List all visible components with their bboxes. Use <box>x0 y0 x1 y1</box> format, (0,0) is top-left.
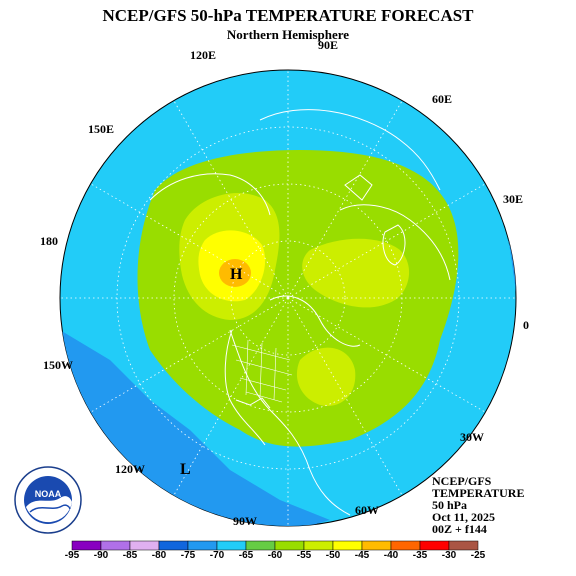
colorbar-swatch <box>71 540 102 551</box>
state-borders <box>231 339 293 403</box>
hot-core <box>219 259 251 287</box>
colorbar-tick-label: -35 <box>412 550 428 561</box>
noaa-logo: NOAA <box>14 466 82 534</box>
colorbar-tick-label: -25 <box>470 550 486 561</box>
lon-label-0: 0 <box>523 318 529 332</box>
colorbar-tick-label: -95 <box>64 550 80 561</box>
colorbar-tick-label: -45 <box>354 550 370 561</box>
lon-label-180: 180 <box>40 234 58 248</box>
noaa-logo-text: NOAA <box>35 489 62 499</box>
lon-label-120w: 120W <box>115 462 145 476</box>
colorbar-tick-label: -75 <box>180 550 196 561</box>
colorbar-swatch <box>100 540 131 551</box>
colorbar-swatch <box>419 540 450 551</box>
colorbar-swatch <box>390 540 421 551</box>
lon-label-60e: 60E <box>432 92 453 106</box>
graticule <box>60 70 516 526</box>
info-line-date: Oct 11, 2025 <box>432 510 495 524</box>
colorbar-tick-label: -90 <box>93 550 109 561</box>
colorbar-tick-label: -85 <box>122 550 138 561</box>
colorbar-swatch <box>448 540 479 551</box>
colorbar-tick-label: -50 <box>325 550 341 561</box>
colorbar-tick-label: -55 <box>296 550 312 561</box>
high-pressure-marker: H <box>230 266 243 283</box>
page-subtitle: Northern Hemisphere <box>226 27 350 42</box>
info-line-variable: TEMPERATURE <box>432 486 525 500</box>
temperature-field <box>60 70 516 526</box>
lon-label-150e: 150E <box>88 122 115 136</box>
forecast-info: NCEP/GFS TEMPERATURE 50 hPa Oct 11, 2025… <box>432 475 524 535</box>
colorbar-swatch <box>332 540 363 551</box>
info-line-cycle: 00Z + f144 <box>432 522 487 536</box>
lon-label-90e: 90E <box>318 38 339 52</box>
lon-label-30w: 30W <box>460 430 484 444</box>
page-title: NCEP/GFS 50-hPa TEMPERATURE FORECAST <box>102 6 474 25</box>
colorbar <box>71 540 479 551</box>
coastlines <box>149 109 451 516</box>
colorbar-swatch <box>158 540 189 551</box>
colorbar-swatch <box>361 540 392 551</box>
warm-band-atlantic <box>296 347 356 406</box>
colorbar-tick-label: -60 <box>267 550 283 561</box>
colorbar-swatch <box>303 540 334 551</box>
colorbar-swatch <box>274 540 305 551</box>
warm-band-north <box>302 238 410 308</box>
lon-label-30e: 30E <box>503 192 524 206</box>
info-line-model: NCEP/GFS <box>432 474 492 488</box>
lon-label-120e: 120E <box>190 48 217 62</box>
colorbar-tick-label: -80 <box>151 550 167 561</box>
colorbar-tick-label: -70 <box>209 550 225 561</box>
colorbar-swatch <box>187 540 218 551</box>
colorbar-swatch <box>129 540 160 551</box>
colorbar-swatch <box>245 540 276 551</box>
lon-label-90w: 90W <box>233 514 257 528</box>
lon-label-150w: 150W <box>43 358 73 372</box>
info-line-level: 50 hPa <box>432 498 468 512</box>
colorbar-tick-label: -65 <box>238 550 254 561</box>
low-pressure-marker: L <box>180 461 191 478</box>
colorbar-tick-label: -30 <box>441 550 457 561</box>
colorbar-swatch <box>216 540 247 551</box>
lon-label-60w: 60W <box>355 503 379 517</box>
colorbar-tick-label: -40 <box>383 550 399 561</box>
